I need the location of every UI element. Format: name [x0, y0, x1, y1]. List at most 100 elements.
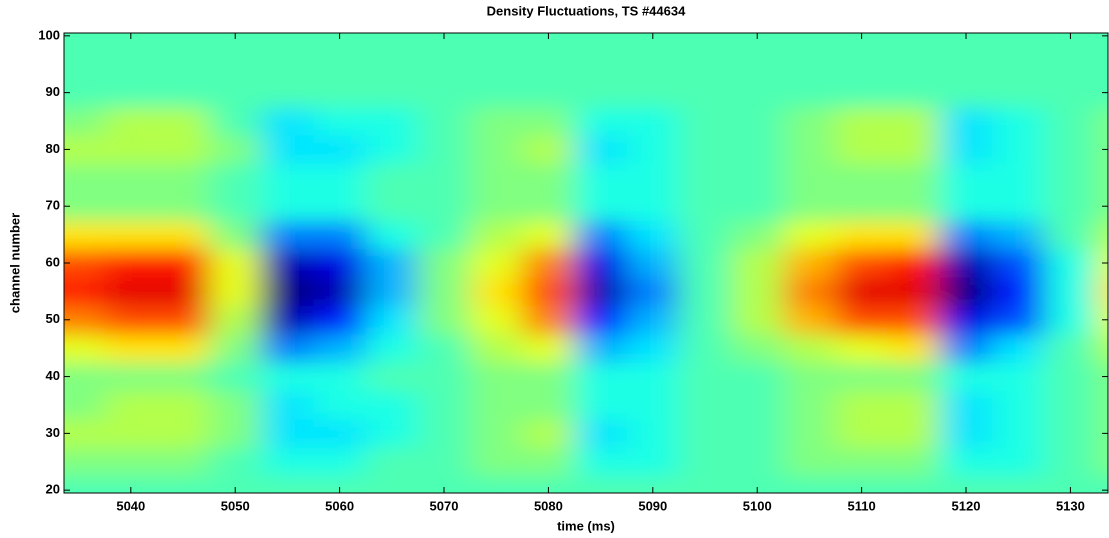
- heat-cell: [313, 50, 367, 79]
- heat-cell: [209, 419, 262, 449]
- heat-cell: [522, 362, 576, 392]
- y-tick-label: 100: [38, 27, 60, 42]
- heat-cell: [887, 33, 941, 51]
- heat-cell: [470, 362, 523, 392]
- heat-cell: [261, 33, 315, 51]
- heat-cell: [939, 475, 993, 493]
- heat-cell: [939, 220, 993, 250]
- heat-cell: [835, 475, 889, 493]
- heat-cell: [783, 277, 837, 307]
- heat-cell: [939, 50, 993, 79]
- heat-cell: [783, 106, 837, 136]
- heat-cell: [731, 333, 784, 363]
- heat-cell: [835, 248, 889, 278]
- heat-cell: [992, 447, 1045, 477]
- heat-cell: [104, 135, 158, 165]
- heat-cell: [887, 390, 941, 420]
- heat-cell: [992, 305, 1045, 335]
- heat-cell: [104, 447, 158, 477]
- heat-cell: [992, 192, 1045, 221]
- heat-cell: [261, 78, 315, 108]
- heat-cell: [731, 277, 784, 307]
- heat-cell: [678, 277, 732, 307]
- heat-cell: [939, 248, 993, 278]
- heat-cell: [64, 33, 106, 51]
- heat-cell: [261, 333, 315, 363]
- heat-cell: [104, 33, 158, 51]
- heat-cell: [156, 475, 210, 493]
- heat-cell: [887, 248, 941, 278]
- heat-cell: [156, 192, 210, 221]
- heat-cell: [783, 475, 837, 493]
- heat-cell: [783, 419, 837, 449]
- heat-cell: [992, 248, 1045, 278]
- heat-cell: [678, 362, 732, 392]
- heat-cell: [209, 333, 262, 363]
- heat-cell: [835, 277, 889, 307]
- heat-cell: [574, 419, 628, 449]
- heat-cell: [731, 447, 784, 477]
- heat-cell: [209, 163, 262, 193]
- heat-cell: [678, 33, 732, 51]
- heat-cell: [522, 447, 576, 477]
- heat-cell: [313, 305, 367, 335]
- heat-cell: [626, 220, 680, 250]
- heat-cell: [678, 78, 732, 108]
- heat-cell: [417, 305, 471, 335]
- heat-cell: [835, 390, 889, 420]
- heat-cell: [574, 475, 628, 493]
- heat-cell: [209, 390, 262, 420]
- heat-cell: [992, 277, 1045, 307]
- heat-cell: [626, 277, 680, 307]
- heat-cell: [417, 390, 471, 420]
- heat-cell: [992, 135, 1045, 165]
- heat-cell: [470, 419, 523, 449]
- heat-cell: [939, 419, 993, 449]
- heat-cell: [104, 163, 158, 193]
- heat-cell: [365, 106, 419, 136]
- heat-cell: [417, 192, 471, 221]
- heat-cell: [887, 277, 941, 307]
- heat-cell: [313, 390, 367, 420]
- heat-cell: [470, 135, 523, 165]
- heat-cell: [365, 305, 419, 335]
- heat-cell: [64, 390, 106, 420]
- heat-cell: [574, 135, 628, 165]
- heat-cell: [209, 50, 262, 79]
- heat-cell: [156, 305, 210, 335]
- heat-cell: [522, 305, 576, 335]
- heat-cell: [417, 135, 471, 165]
- heat-cell: [261, 163, 315, 193]
- heat-cell: [261, 220, 315, 250]
- heat-cell: [835, 305, 889, 335]
- heat-cell: [626, 106, 680, 136]
- heat-cell: [626, 333, 680, 363]
- heat-cell: [678, 192, 732, 221]
- heat-cell: [1044, 220, 1098, 250]
- heat-cell: [626, 447, 680, 477]
- heat-cell: [731, 106, 784, 136]
- heat-cell: [64, 192, 106, 221]
- heat-cell: [104, 305, 158, 335]
- heat-cell: [261, 447, 315, 477]
- heat-cell: [1096, 390, 1108, 420]
- heat-cell: [835, 50, 889, 79]
- x-tick-label: 5060: [325, 498, 354, 513]
- heat-cell: [365, 475, 419, 493]
- heat-cell: [417, 333, 471, 363]
- heat-cell: [156, 135, 210, 165]
- heat-cell: [992, 78, 1045, 108]
- x-tick-label: 5120: [952, 498, 981, 513]
- heat-cell: [887, 419, 941, 449]
- heat-cell: [64, 475, 106, 493]
- heat-cell: [522, 78, 576, 108]
- heat-cell: [1044, 277, 1098, 307]
- x-tick-label: 5080: [534, 498, 563, 513]
- heat-cell: [678, 50, 732, 79]
- heat-cell: [209, 135, 262, 165]
- heat-cell: [626, 248, 680, 278]
- heat-cell: [470, 333, 523, 363]
- heat-cell: [470, 106, 523, 136]
- heat-cell: [939, 135, 993, 165]
- heat-cell: [939, 277, 993, 307]
